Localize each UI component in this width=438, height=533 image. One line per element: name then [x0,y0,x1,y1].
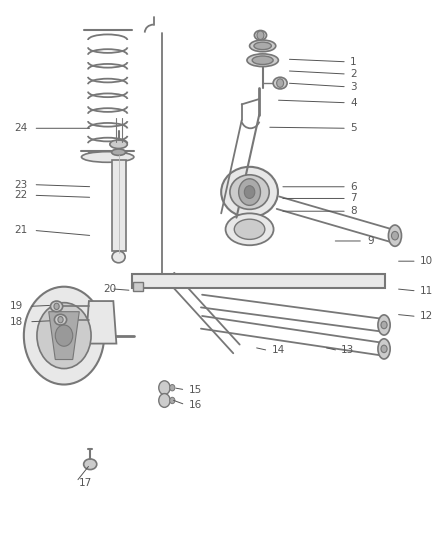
Text: 16: 16 [188,400,201,410]
Text: 2: 2 [350,69,357,79]
Circle shape [257,31,264,39]
Text: 17: 17 [79,479,92,488]
Circle shape [381,345,387,353]
Ellipse shape [252,56,273,64]
Polygon shape [49,312,79,360]
Ellipse shape [112,149,126,156]
Text: 6: 6 [350,182,357,192]
Text: 24: 24 [14,123,27,133]
Circle shape [159,393,170,407]
Text: 22: 22 [14,190,27,200]
Text: 5: 5 [350,123,357,133]
Ellipse shape [221,167,278,217]
Text: 11: 11 [420,286,433,296]
Ellipse shape [247,54,279,67]
Ellipse shape [226,213,274,245]
Ellipse shape [110,140,127,149]
Polygon shape [112,160,126,251]
Circle shape [381,321,387,329]
Text: 7: 7 [350,193,357,204]
Text: 1: 1 [350,57,357,67]
Text: 20: 20 [103,284,117,294]
Ellipse shape [254,30,267,40]
Text: 4: 4 [350,98,357,108]
Ellipse shape [81,152,134,163]
Polygon shape [86,301,117,344]
Circle shape [239,179,261,205]
Ellipse shape [378,315,390,335]
Circle shape [392,231,399,240]
Ellipse shape [112,251,125,263]
Circle shape [159,381,170,394]
Ellipse shape [250,40,276,52]
Text: 14: 14 [272,345,285,356]
Ellipse shape [54,314,67,325]
Circle shape [170,384,175,391]
Circle shape [37,303,91,368]
Text: 15: 15 [188,385,201,395]
Ellipse shape [234,219,265,239]
Ellipse shape [389,225,402,246]
Circle shape [170,397,175,403]
Ellipse shape [378,339,390,359]
Ellipse shape [254,42,272,50]
Text: 10: 10 [420,256,433,266]
Ellipse shape [84,459,97,470]
Text: 8: 8 [350,206,357,216]
Circle shape [54,303,59,310]
Circle shape [277,79,284,87]
Ellipse shape [273,77,287,89]
Text: 13: 13 [341,345,354,356]
Circle shape [55,325,73,346]
Ellipse shape [50,301,63,312]
Text: 12: 12 [420,311,433,321]
Polygon shape [132,274,385,288]
Text: 3: 3 [350,82,357,92]
Circle shape [58,317,63,323]
Text: 21: 21 [14,225,27,236]
Polygon shape [133,282,144,291]
Text: 19: 19 [10,301,23,311]
Ellipse shape [230,175,269,209]
Circle shape [244,185,255,198]
Text: 23: 23 [14,180,27,190]
Text: 9: 9 [367,236,374,246]
Circle shape [24,287,104,384]
Text: 18: 18 [10,317,23,327]
